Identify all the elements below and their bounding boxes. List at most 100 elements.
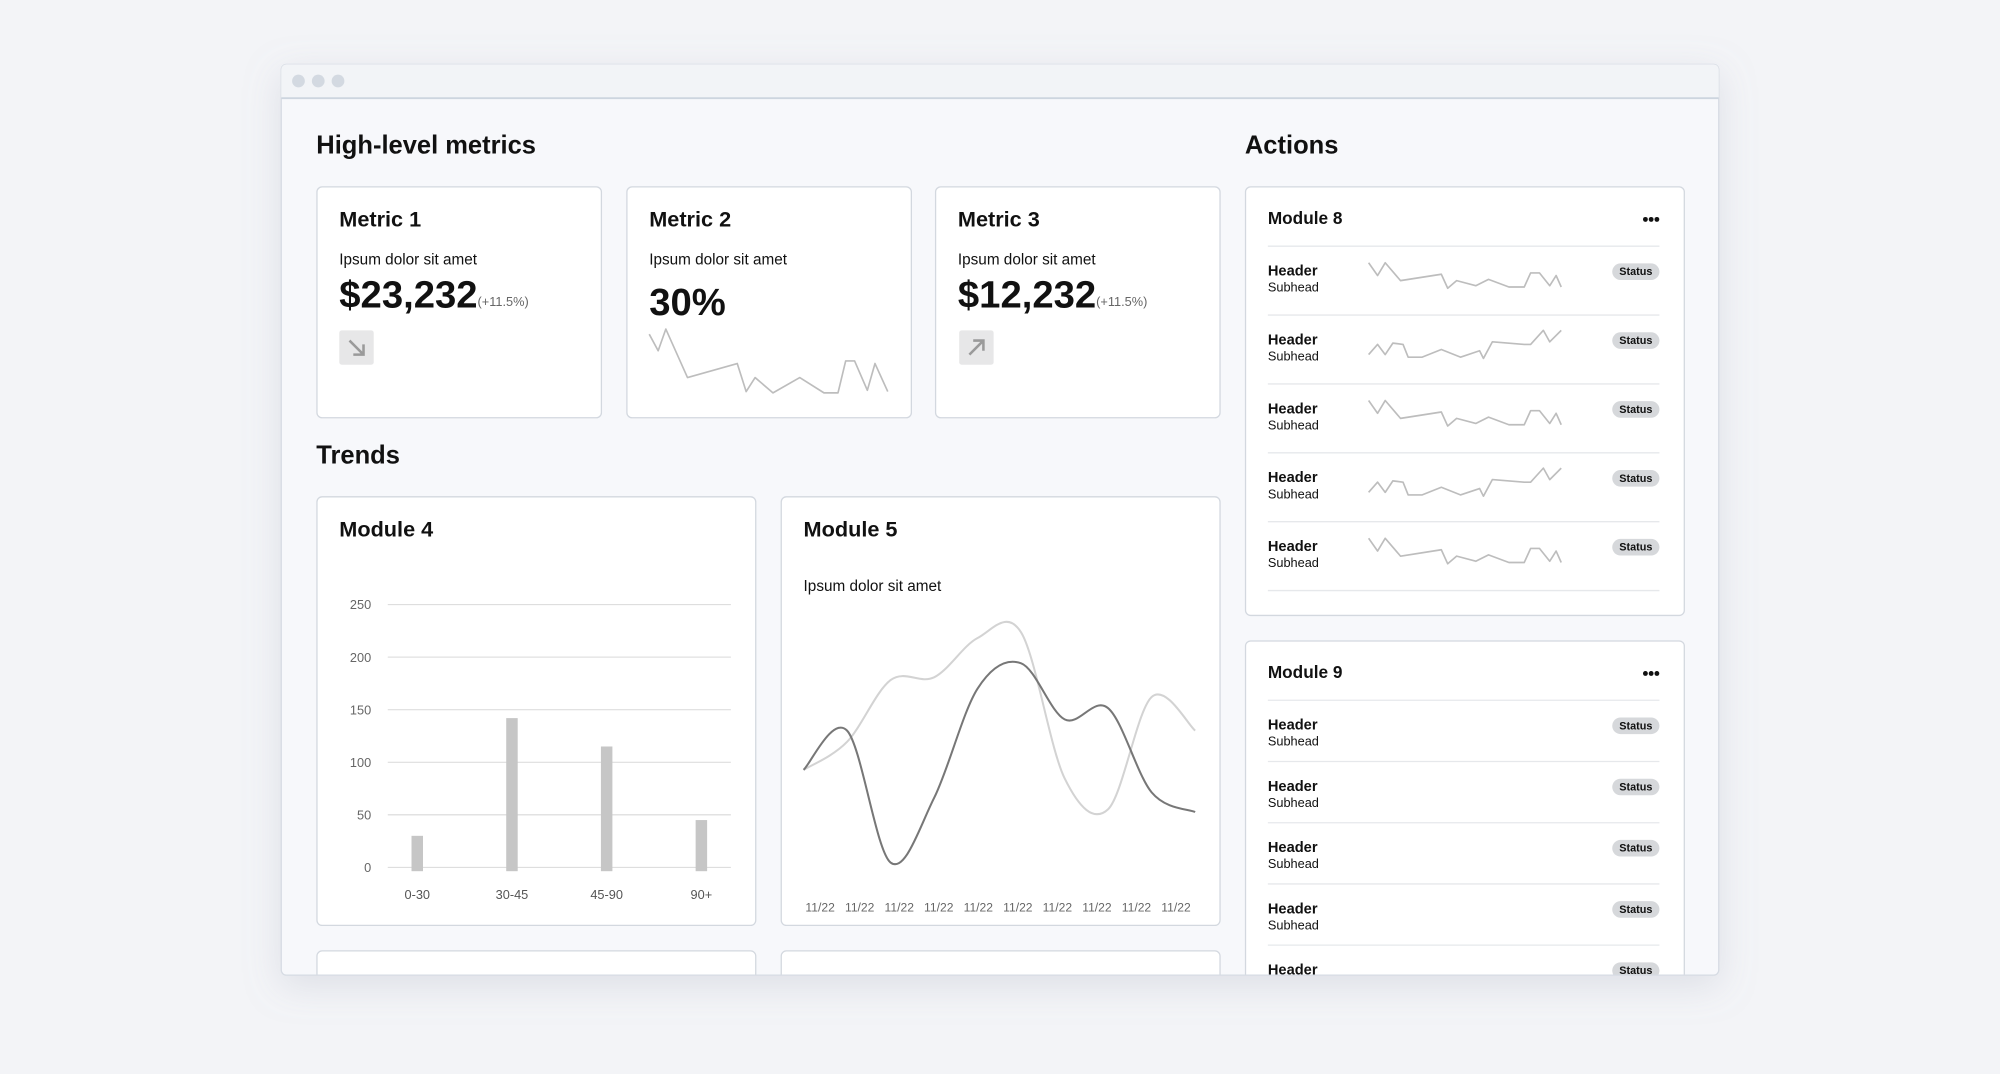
card <box>316 186 603 419</box>
row-subhead: Subhead <box>1268 734 1319 749</box>
row-header: Header <box>1268 963 1318 979</box>
row-header: Header <box>1268 539 1318 555</box>
row-header: Header <box>1268 718 1318 734</box>
row-header: Header <box>1268 332 1318 348</box>
more-dot <box>1642 216 1648 222</box>
status-pill <box>1612 839 1660 857</box>
section-title: High-level metrics <box>316 131 536 159</box>
more-dot <box>1642 671 1648 676</box>
status-label: Status <box>1619 335 1652 347</box>
window-dot[interactable] <box>331 74 345 88</box>
x-tick-label: 11/22 <box>964 900 994 914</box>
status-label: Status <box>1619 781 1652 793</box>
row-subhead: Subhead <box>1268 795 1319 810</box>
status-label: Status <box>1619 965 1652 977</box>
chart-title: Module 4 <box>339 516 433 541</box>
module-title: Module 8 <box>1268 208 1343 228</box>
arrow-down <box>348 339 365 356</box>
bar <box>506 718 518 872</box>
x-tick-label: 11/22 <box>1082 900 1112 914</box>
status-pill <box>1612 263 1660 280</box>
status-label: Status <box>1619 473 1652 485</box>
chart-subtitle: Ipsum dolor sit amet <box>804 578 942 595</box>
y-tick-label: 150 <box>350 702 371 717</box>
more-dot <box>1648 216 1654 222</box>
x-tick-label: 11/22 <box>1122 900 1152 914</box>
more-dot <box>1654 671 1660 676</box>
card-label: Ipsum dolor sit amet <box>958 251 1096 268</box>
more-button[interactable] <box>1639 665 1663 683</box>
card <box>780 496 1221 927</box>
bar <box>600 746 613 872</box>
sparkline <box>648 328 889 394</box>
status-label: Status <box>1619 843 1652 855</box>
status-pill <box>1612 717 1660 735</box>
metric-change: (+11.5%) <box>1096 294 1147 309</box>
metric-change: (+11.5%) <box>478 294 529 309</box>
status-pill <box>1612 401 1660 418</box>
card <box>626 186 912 419</box>
status-pill <box>1612 962 1660 975</box>
charts: Module 4 0 50 100 150 200 250 0-30 30-45 45-90 90+… <box>339 516 1196 914</box>
metric-value: 30% <box>649 281 726 324</box>
row-header: Header <box>1268 470 1318 486</box>
status-pill <box>1612 901 1660 918</box>
row-subhead: Subhead <box>1268 280 1319 295</box>
x-tick-label: 45-90 <box>590 887 623 902</box>
status-label: Status <box>1619 542 1652 554</box>
card-title: Metric 3 <box>958 206 1040 231</box>
y-tick-label: 0 <box>364 860 371 875</box>
status-pill <box>1612 470 1660 487</box>
card-label: Ipsum dolor sit amet <box>339 251 477 268</box>
row-subhead: Subhead <box>1268 917 1319 932</box>
bar <box>695 820 708 872</box>
y-tick-label: 250 <box>350 597 371 612</box>
status-label: Status <box>1619 404 1652 416</box>
row-header: Header <box>1268 840 1318 856</box>
section-title: Actions <box>1245 131 1339 159</box>
row-subhead: Subhead <box>1268 417 1319 432</box>
icons <box>339 328 994 394</box>
more-dot <box>1654 216 1660 222</box>
line-series <box>803 620 1196 816</box>
card-title: Metric 2 <box>649 206 731 231</box>
x-tick-label: 11/22 <box>924 900 954 914</box>
status-pill <box>1612 332 1660 349</box>
x-tick-label: 11/22 <box>1161 900 1191 914</box>
x-tick-label: 30-45 <box>496 887 529 902</box>
card <box>316 496 757 927</box>
metric-value: $12,232 <box>958 273 1096 316</box>
section-title: Trends <box>316 441 400 469</box>
metric-value: $23,232 <box>339 273 477 316</box>
card-label: Ipsum dolor sit amet <box>649 251 787 268</box>
bar <box>411 835 423 872</box>
row-subhead: Subhead <box>1268 856 1319 871</box>
x-tick-label: 11/22 <box>845 900 875 914</box>
status-label: Status <box>1619 720 1652 732</box>
y-tick-label: 200 <box>350 650 371 665</box>
window-dot[interactable] <box>311 74 325 88</box>
x-tick-label: 11/22 <box>1043 900 1073 914</box>
window-dot[interactable] <box>292 74 305 88</box>
row-subhead: Subhead <box>1268 555 1319 570</box>
row-subhead: Subhead <box>1268 349 1319 364</box>
status-label: Status <box>1619 904 1652 916</box>
chart-title: Module 5 <box>804 516 898 541</box>
row-header: Header <box>1268 401 1318 417</box>
x-tick-label: 11/22 <box>1003 900 1033 914</box>
card <box>1244 186 1685 617</box>
row-header: Header <box>1268 901 1318 917</box>
x-tick-label: 90+ <box>691 887 713 902</box>
x-tick-label: 11/22 <box>805 900 835 914</box>
line-series <box>802 660 1196 866</box>
row-header: Header <box>1268 779 1318 795</box>
more-button[interactable] <box>1639 210 1663 228</box>
more-dot <box>1648 671 1654 676</box>
status-pill <box>1612 778 1660 796</box>
y-tick-label: 100 <box>350 755 371 770</box>
y-tick-label: 50 <box>357 807 371 822</box>
content: High-level metrics Actions Trends Metric… <box>316 131 1685 979</box>
module-title: Module 9 <box>1268 662 1343 682</box>
status-pill <box>1612 538 1660 556</box>
